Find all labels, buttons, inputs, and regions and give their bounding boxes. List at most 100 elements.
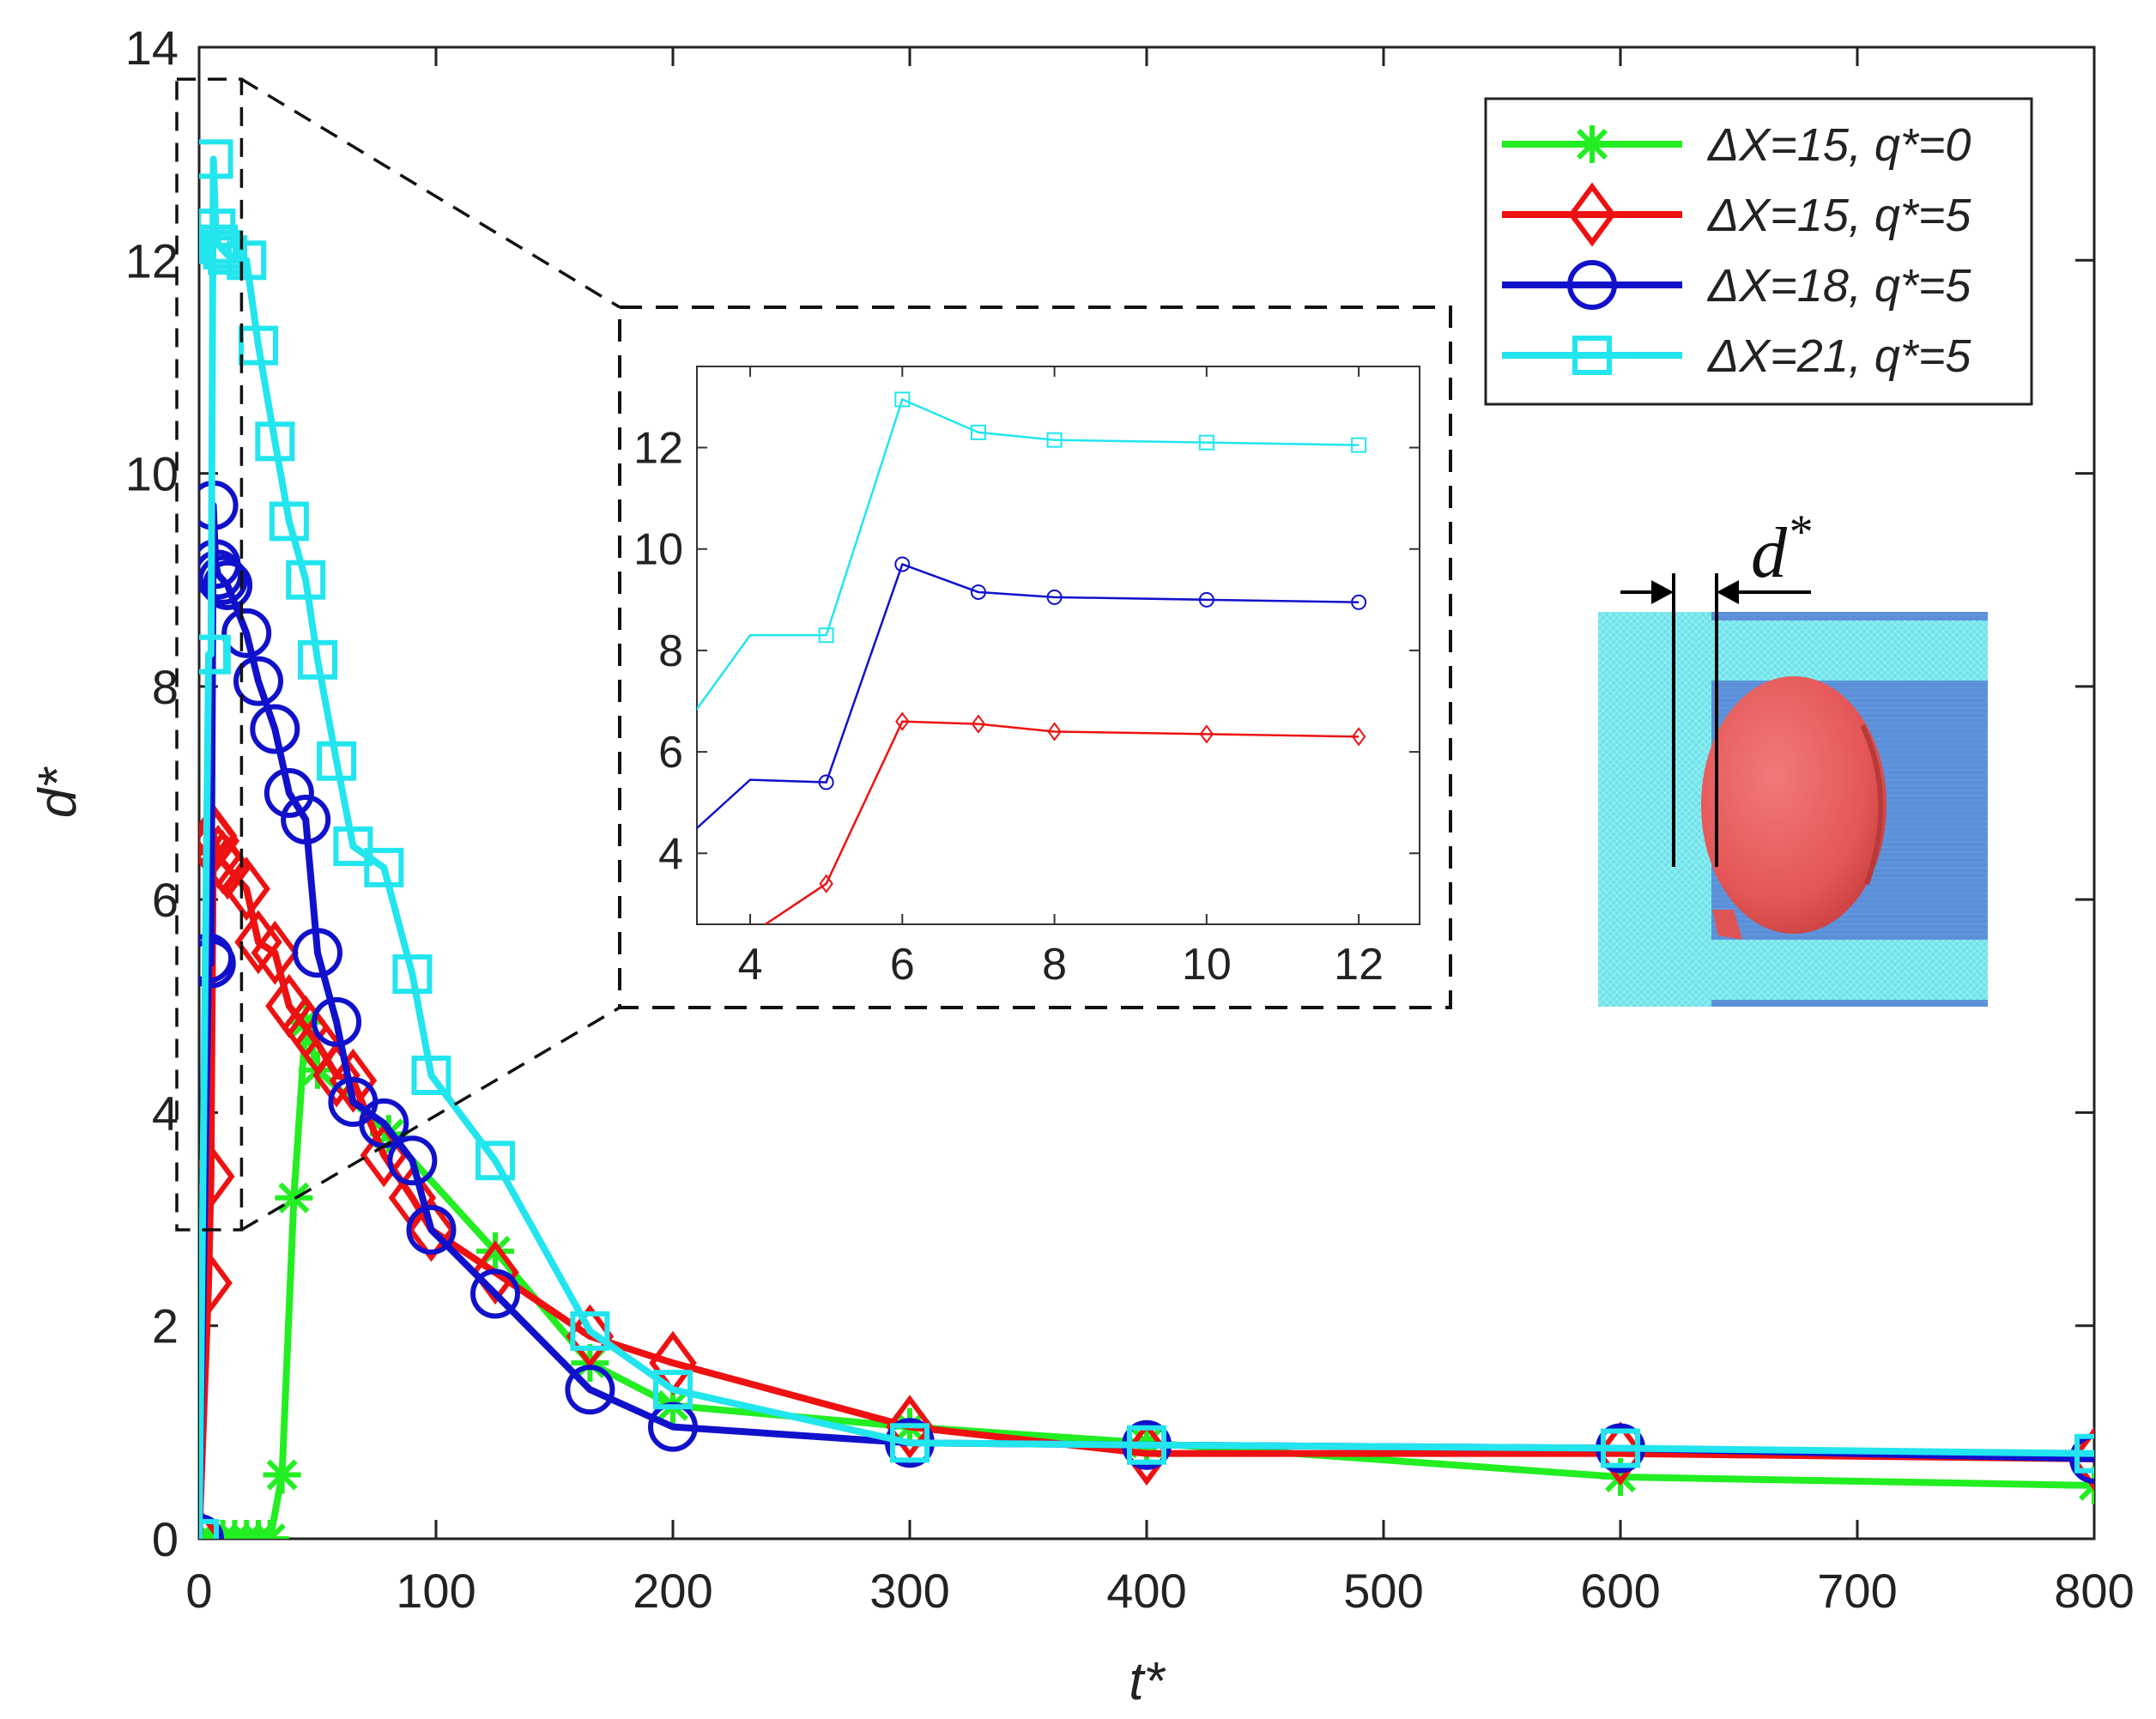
data-point bbox=[199, 1506, 223, 1539]
data-point bbox=[653, 1370, 693, 1410]
inset-data-point bbox=[818, 774, 834, 790]
zoom-connector-bottom bbox=[240, 1006, 621, 1232]
data-point bbox=[199, 938, 236, 989]
data-point bbox=[255, 421, 295, 462]
inset-series-x-21-q-5 bbox=[697, 391, 1367, 711]
zoom-region-box bbox=[175, 77, 244, 1232]
data-point bbox=[269, 501, 309, 542]
legend-item-x-15-q-0: ΔX=15, q*=0 bbox=[1502, 119, 1971, 171]
legend-marker bbox=[1567, 260, 1617, 310]
series-x-21-q-5 bbox=[199, 139, 2094, 1539]
data-point bbox=[275, 1178, 313, 1217]
data-point bbox=[312, 996, 362, 1047]
inset-y-tick-label: 8 bbox=[658, 626, 683, 676]
data-point bbox=[476, 1232, 514, 1270]
y-tick-label: 8 bbox=[152, 660, 179, 714]
inset-x-tick-labels: 4 6 8 10 12 bbox=[738, 940, 1384, 990]
data-point bbox=[293, 928, 342, 978]
data-point bbox=[570, 1310, 610, 1351]
x-tick-label: 300 bbox=[869, 1564, 949, 1618]
legend-label: ΔX=15, q*=0 bbox=[1706, 119, 1971, 171]
legend-item-x-18-q-5: ΔX=18, q*=5 bbox=[1502, 260, 1971, 312]
y-tick-label: 12 bbox=[125, 233, 179, 288]
data-point bbox=[1596, 1421, 1644, 1486]
snapshot-particle-tail bbox=[1712, 910, 1742, 940]
dstar-arrow-left-head bbox=[1651, 580, 1674, 604]
legend-label: ΔX=18, q*=5 bbox=[1706, 260, 1971, 312]
legend-marker bbox=[1573, 125, 1611, 163]
data-point bbox=[890, 1423, 930, 1463]
data-point bbox=[199, 808, 240, 874]
inset-data-point bbox=[894, 391, 911, 408]
data-point bbox=[471, 1240, 519, 1305]
data-point bbox=[199, 1250, 233, 1316]
x-tick-label: 400 bbox=[1106, 1564, 1186, 1618]
x-tick-label: 500 bbox=[1343, 1564, 1423, 1618]
data-point bbox=[199, 139, 233, 179]
x-tick-label: 700 bbox=[1817, 1564, 1897, 1618]
data-point bbox=[475, 1141, 515, 1181]
data-point bbox=[251, 1520, 289, 1539]
inset-series-group bbox=[697, 391, 1367, 924]
legend-item-x-21-q-5: ΔX=21, q*=5 bbox=[1502, 330, 1971, 382]
inset-data-point bbox=[1198, 434, 1214, 451]
data-point bbox=[221, 608, 272, 658]
inset-data-point bbox=[1351, 594, 1367, 610]
legend-label: ΔX=21, q*=5 bbox=[1706, 330, 1971, 382]
inset-data-point bbox=[894, 556, 911, 572]
data-point bbox=[312, 1043, 360, 1108]
inset-series-x-15-q-5 bbox=[763, 711, 1366, 924]
y-tick-labels: 0 2 4 6 8 10 12 14 bbox=[125, 21, 179, 1566]
inset-data-point bbox=[818, 627, 834, 644]
data-point bbox=[233, 656, 283, 706]
main-axis-ticks bbox=[197, 45, 2096, 1540]
data-point bbox=[565, 1365, 615, 1415]
data-point bbox=[317, 741, 357, 781]
data-point bbox=[263, 768, 314, 818]
inset-data-point bbox=[970, 424, 986, 440]
main-series-group bbox=[199, 139, 2094, 1539]
data-point bbox=[203, 560, 253, 610]
data-point bbox=[2074, 1433, 2094, 1474]
data-point bbox=[392, 954, 433, 995]
inset-data-point bbox=[819, 874, 833, 893]
y-tick-label: 6 bbox=[152, 873, 179, 927]
data-point bbox=[411, 1055, 451, 1095]
data-point bbox=[364, 847, 404, 887]
inset-series-line bbox=[697, 562, 1360, 830]
data-point bbox=[286, 560, 326, 600]
x-tick-label: 600 bbox=[1580, 1564, 1660, 1618]
data-point bbox=[239, 325, 278, 366]
data-point bbox=[407, 1197, 456, 1262]
inset-data-point bbox=[1351, 437, 1367, 453]
x-axis-title: t* bbox=[1129, 1652, 1166, 1711]
data-point bbox=[250, 704, 300, 754]
dstar-arrow-right-head bbox=[1717, 580, 1739, 604]
y-tick-label: 2 bbox=[152, 1299, 179, 1353]
inset-data-point bbox=[1351, 727, 1366, 747]
inset-axis-ticks bbox=[697, 366, 1420, 924]
simulation-snapshot: d* bbox=[1598, 505, 1988, 1007]
zoom-connector-top bbox=[240, 77, 621, 309]
inset-plot-frame bbox=[696, 366, 1420, 925]
y-axis-title: d* bbox=[28, 766, 88, 818]
x-tick-label: 100 bbox=[396, 1564, 475, 1618]
inset-x-tick-label: 4 bbox=[738, 940, 763, 990]
inset-series-line bbox=[763, 720, 1360, 924]
x-tick-label: 0 bbox=[185, 1564, 212, 1618]
data-point bbox=[2069, 1433, 2094, 1484]
data-point bbox=[203, 229, 243, 269]
series-x-18-q-5 bbox=[199, 480, 2094, 1539]
data-point bbox=[406, 1204, 457, 1255]
data-point bbox=[387, 1135, 438, 1186]
inset-data-point bbox=[1198, 591, 1214, 608]
data-point bbox=[886, 1395, 934, 1460]
inset-y-tick-label: 10 bbox=[633, 525, 683, 575]
data-point bbox=[251, 920, 300, 985]
inset-series-line bbox=[697, 397, 1360, 711]
inset-y-tick-label: 4 bbox=[658, 829, 683, 879]
data-point bbox=[227, 240, 267, 281]
data-point bbox=[333, 826, 373, 867]
legend-label: ΔX=15, q*=5 bbox=[1706, 190, 1971, 241]
inset-data-point bbox=[1046, 589, 1063, 605]
